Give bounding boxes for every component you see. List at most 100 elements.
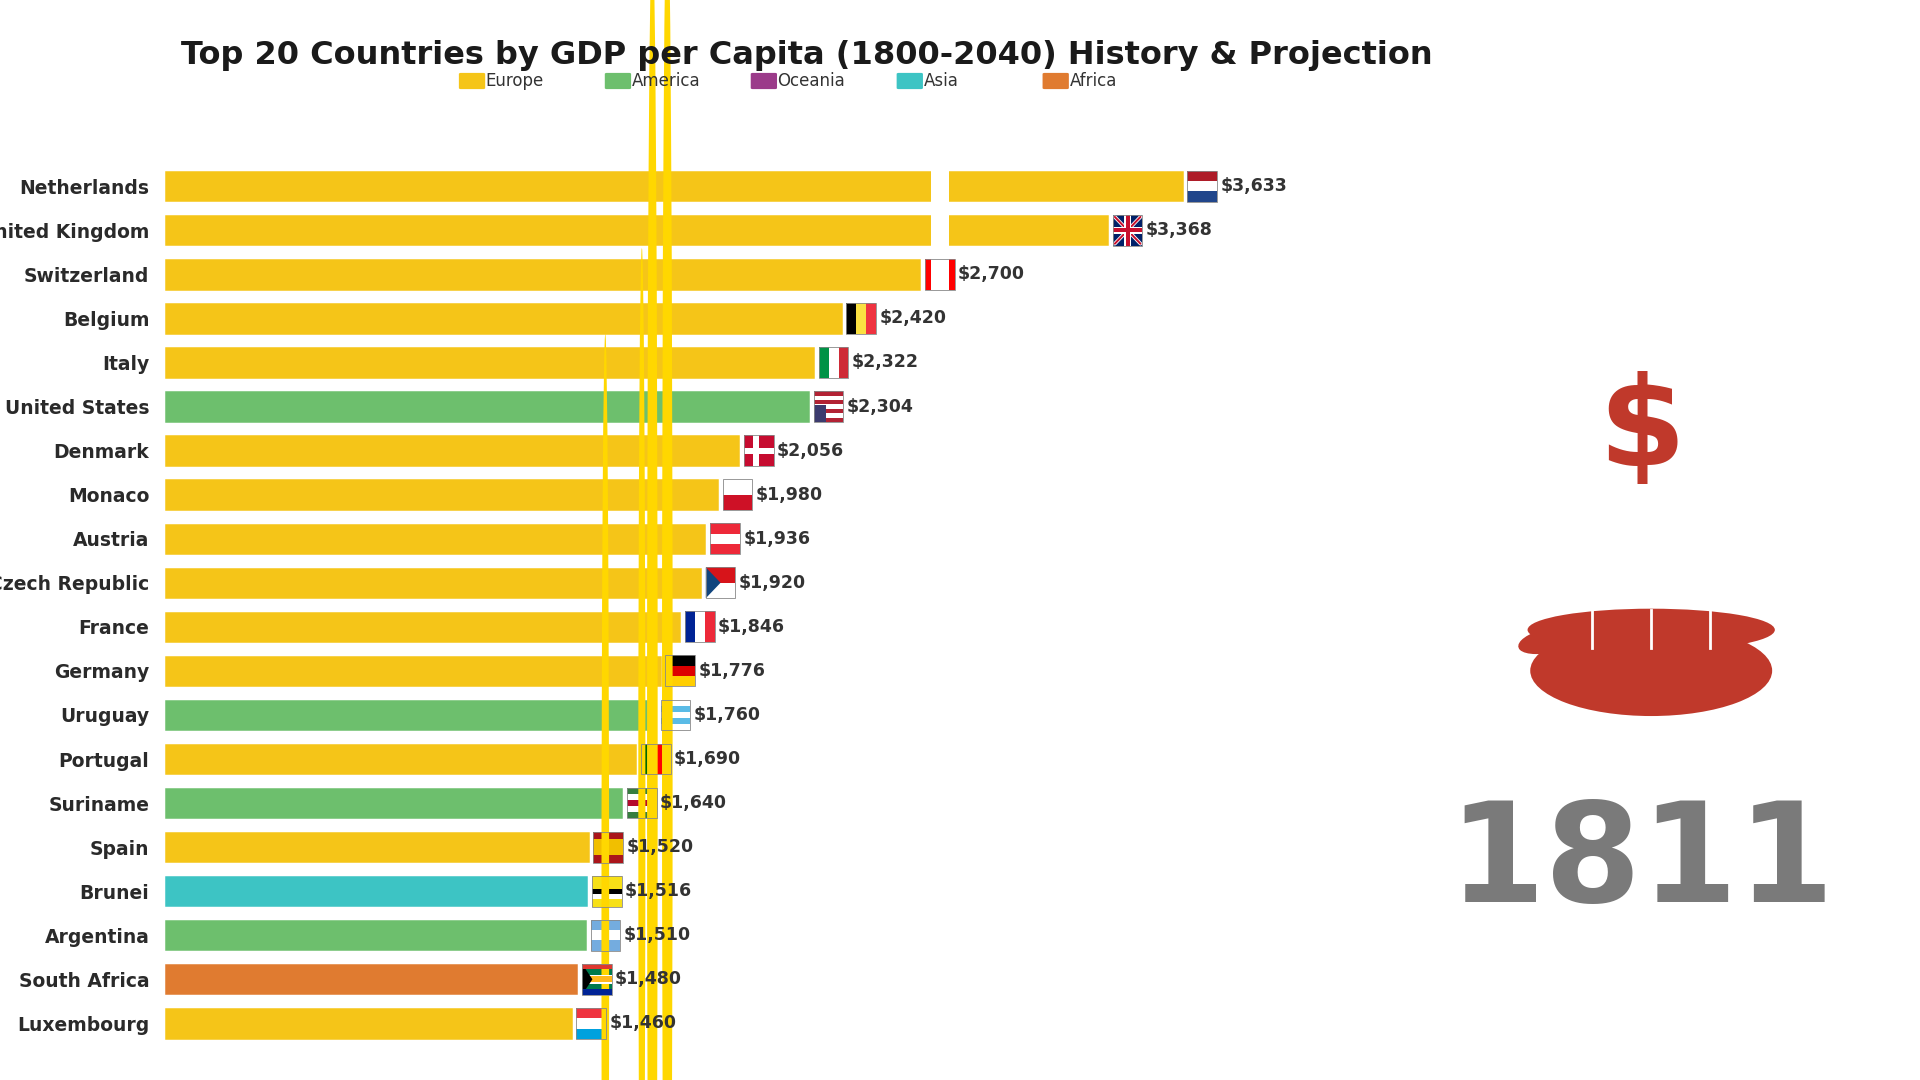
Bar bbox=[582, 976, 612, 983]
FancyArrowPatch shape bbox=[1116, 217, 1140, 244]
Bar bbox=[695, 611, 705, 643]
Bar bbox=[163, 477, 720, 512]
Bar bbox=[163, 742, 637, 777]
Bar bbox=[163, 609, 682, 644]
Bar bbox=[591, 920, 620, 950]
Bar bbox=[745, 435, 774, 465]
Text: $1,480: $1,480 bbox=[614, 970, 682, 988]
Text: $1,510: $1,510 bbox=[624, 927, 691, 944]
Circle shape bbox=[662, 0, 672, 1080]
Text: 1811: 1811 bbox=[1448, 797, 1836, 931]
Bar bbox=[710, 544, 739, 554]
Text: $2,322: $2,322 bbox=[852, 353, 918, 372]
Bar bbox=[1123, 215, 1131, 246]
Bar bbox=[685, 611, 695, 643]
Bar bbox=[660, 725, 691, 730]
Bar bbox=[705, 611, 714, 643]
Bar bbox=[1187, 171, 1217, 202]
Bar bbox=[628, 806, 657, 812]
Bar bbox=[666, 656, 695, 686]
Bar bbox=[931, 0, 948, 737]
FancyArrowPatch shape bbox=[1116, 217, 1140, 244]
Bar bbox=[814, 400, 843, 404]
Bar bbox=[814, 414, 843, 418]
Circle shape bbox=[637, 248, 645, 1080]
Bar bbox=[710, 524, 739, 554]
Text: $1,520: $1,520 bbox=[626, 838, 693, 856]
Bar bbox=[818, 347, 829, 378]
Bar bbox=[591, 876, 622, 906]
Ellipse shape bbox=[1519, 626, 1580, 654]
Bar bbox=[814, 405, 826, 422]
Bar bbox=[163, 698, 659, 732]
Bar bbox=[847, 303, 876, 334]
Bar bbox=[591, 876, 622, 906]
Bar bbox=[856, 303, 866, 334]
Bar bbox=[628, 800, 657, 806]
Polygon shape bbox=[707, 567, 720, 598]
Bar bbox=[722, 480, 753, 495]
Text: $1,460: $1,460 bbox=[609, 1014, 676, 1032]
Bar bbox=[163, 346, 816, 380]
Bar bbox=[707, 567, 735, 598]
Bar bbox=[710, 524, 739, 534]
Bar bbox=[593, 832, 622, 863]
Bar bbox=[163, 301, 843, 336]
Text: $1,690: $1,690 bbox=[674, 750, 741, 768]
Bar bbox=[707, 583, 735, 598]
Bar bbox=[163, 433, 741, 468]
Bar bbox=[1114, 215, 1142, 246]
Bar bbox=[814, 408, 843, 414]
Bar bbox=[660, 705, 691, 712]
Bar bbox=[641, 744, 670, 774]
Bar bbox=[576, 1018, 607, 1028]
Bar bbox=[591, 889, 622, 893]
Bar bbox=[591, 893, 622, 899]
FancyArrowPatch shape bbox=[1116, 217, 1140, 244]
Text: $1,760: $1,760 bbox=[693, 706, 760, 724]
Bar bbox=[1125, 215, 1129, 246]
Polygon shape bbox=[582, 963, 593, 995]
FancyArrowPatch shape bbox=[1116, 217, 1140, 244]
Bar bbox=[1114, 215, 1142, 246]
Bar bbox=[1114, 228, 1142, 232]
Ellipse shape bbox=[1528, 609, 1774, 651]
Bar bbox=[582, 963, 612, 995]
Bar bbox=[591, 930, 620, 941]
Bar bbox=[576, 1028, 607, 1039]
Bar bbox=[866, 303, 876, 334]
Bar bbox=[1187, 191, 1217, 202]
Bar bbox=[163, 170, 1185, 203]
Bar bbox=[814, 418, 843, 422]
Bar bbox=[641, 744, 653, 774]
Bar bbox=[1114, 227, 1142, 234]
Bar bbox=[163, 522, 707, 556]
Bar bbox=[814, 391, 843, 422]
Circle shape bbox=[647, 0, 659, 1080]
Bar bbox=[710, 534, 739, 544]
Bar bbox=[847, 303, 856, 334]
Bar bbox=[666, 665, 695, 676]
Text: $2,056: $2,056 bbox=[778, 442, 845, 460]
Bar bbox=[814, 391, 843, 395]
Bar bbox=[925, 259, 954, 289]
Circle shape bbox=[601, 334, 609, 1080]
Bar bbox=[660, 700, 691, 705]
Text: Africa: Africa bbox=[1069, 72, 1117, 90]
Bar bbox=[593, 832, 622, 863]
Bar bbox=[829, 347, 839, 378]
Bar bbox=[163, 918, 588, 953]
Bar bbox=[722, 495, 753, 510]
Bar bbox=[163, 653, 662, 688]
Bar bbox=[163, 390, 810, 423]
Bar bbox=[1187, 171, 1217, 181]
Text: $1,920: $1,920 bbox=[739, 573, 806, 592]
Ellipse shape bbox=[1530, 625, 1772, 716]
Bar bbox=[628, 787, 657, 794]
Text: $3,368: $3,368 bbox=[1146, 221, 1213, 240]
Bar bbox=[814, 395, 843, 400]
Bar bbox=[576, 1008, 607, 1018]
Text: $2,420: $2,420 bbox=[879, 309, 947, 327]
Bar bbox=[685, 611, 714, 643]
Text: Top 20 Countries by GDP per Capita (1800-2040) History & Projection: Top 20 Countries by GDP per Capita (1800… bbox=[180, 40, 1432, 71]
